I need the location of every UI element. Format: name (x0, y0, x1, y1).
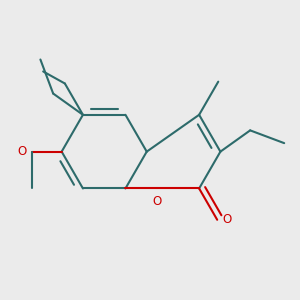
Text: O: O (222, 213, 231, 226)
Text: O: O (18, 145, 27, 158)
Text: O: O (152, 195, 161, 208)
